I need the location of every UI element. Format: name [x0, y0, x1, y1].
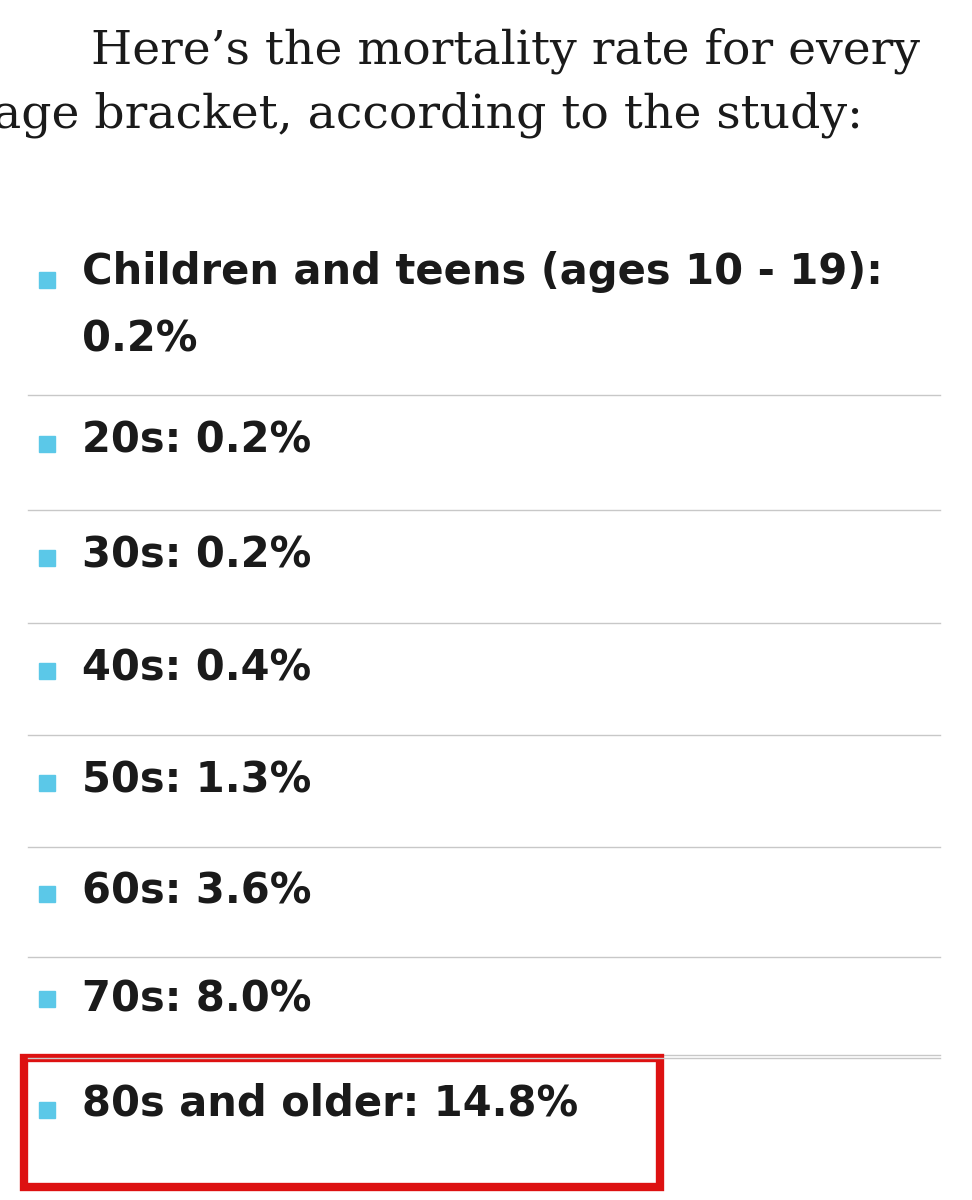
- Text: Children and teens (ages 10 - 19):: Children and teens (ages 10 - 19):: [82, 251, 883, 293]
- Bar: [39, 550, 55, 566]
- Bar: [39, 991, 55, 1007]
- Bar: [39, 775, 55, 791]
- Text: 80s and older: 14.8%: 80s and older: 14.8%: [82, 1082, 578, 1124]
- Text: 40s: 0.4%: 40s: 0.4%: [82, 647, 311, 689]
- Bar: [39, 436, 55, 452]
- Text: age bracket, according to the study:: age bracket, according to the study:: [0, 92, 863, 138]
- Text: 30s: 0.2%: 30s: 0.2%: [82, 534, 311, 576]
- Text: 60s: 3.6%: 60s: 3.6%: [82, 871, 311, 913]
- Text: 0.2%: 0.2%: [82, 318, 197, 360]
- Bar: [39, 271, 55, 288]
- Bar: [39, 886, 55, 902]
- Text: 20s: 0.2%: 20s: 0.2%: [82, 420, 311, 462]
- FancyBboxPatch shape: [24, 1058, 660, 1187]
- Bar: [39, 1102, 55, 1118]
- Text: Here’s the mortality rate for every: Here’s the mortality rate for every: [91, 28, 920, 74]
- Text: 50s: 1.3%: 50s: 1.3%: [82, 760, 311, 802]
- Text: 70s: 8.0%: 70s: 8.0%: [82, 979, 311, 1021]
- Bar: [39, 662, 55, 679]
